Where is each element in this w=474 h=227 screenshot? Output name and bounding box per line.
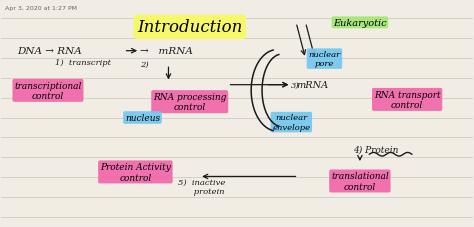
Text: nucleus: nucleus [125,114,160,123]
Text: transcriptional
control: transcriptional control [14,81,82,101]
Text: Introduction: Introduction [137,19,242,36]
Text: mRNA: mRNA [296,81,328,90]
Text: 1)  transcript: 1) transcript [55,59,111,67]
Text: translational
control: translational control [331,172,389,191]
Text: RNA transport
control: RNA transport control [374,90,440,110]
Text: Apr 3, 2020 at 1:27 PM: Apr 3, 2020 at 1:27 PM [5,6,77,11]
Text: nuclear
pore: nuclear pore [309,51,340,68]
Text: Protein Activity
control: Protein Activity control [100,163,171,182]
Text: nuclear
envelope: nuclear envelope [272,114,310,131]
Text: →   mRNA: → mRNA [140,47,193,56]
Text: 3): 3) [292,81,300,89]
Text: DNA → RNA: DNA → RNA [17,47,82,56]
Text: 4) Protein: 4) Protein [353,145,398,154]
Text: Eukaryotic: Eukaryotic [333,19,387,28]
Text: 2): 2) [140,61,149,69]
Text: RNA processing
control: RNA processing control [153,93,227,112]
Text: 5)  inactive
      protein: 5) inactive protein [178,178,225,195]
